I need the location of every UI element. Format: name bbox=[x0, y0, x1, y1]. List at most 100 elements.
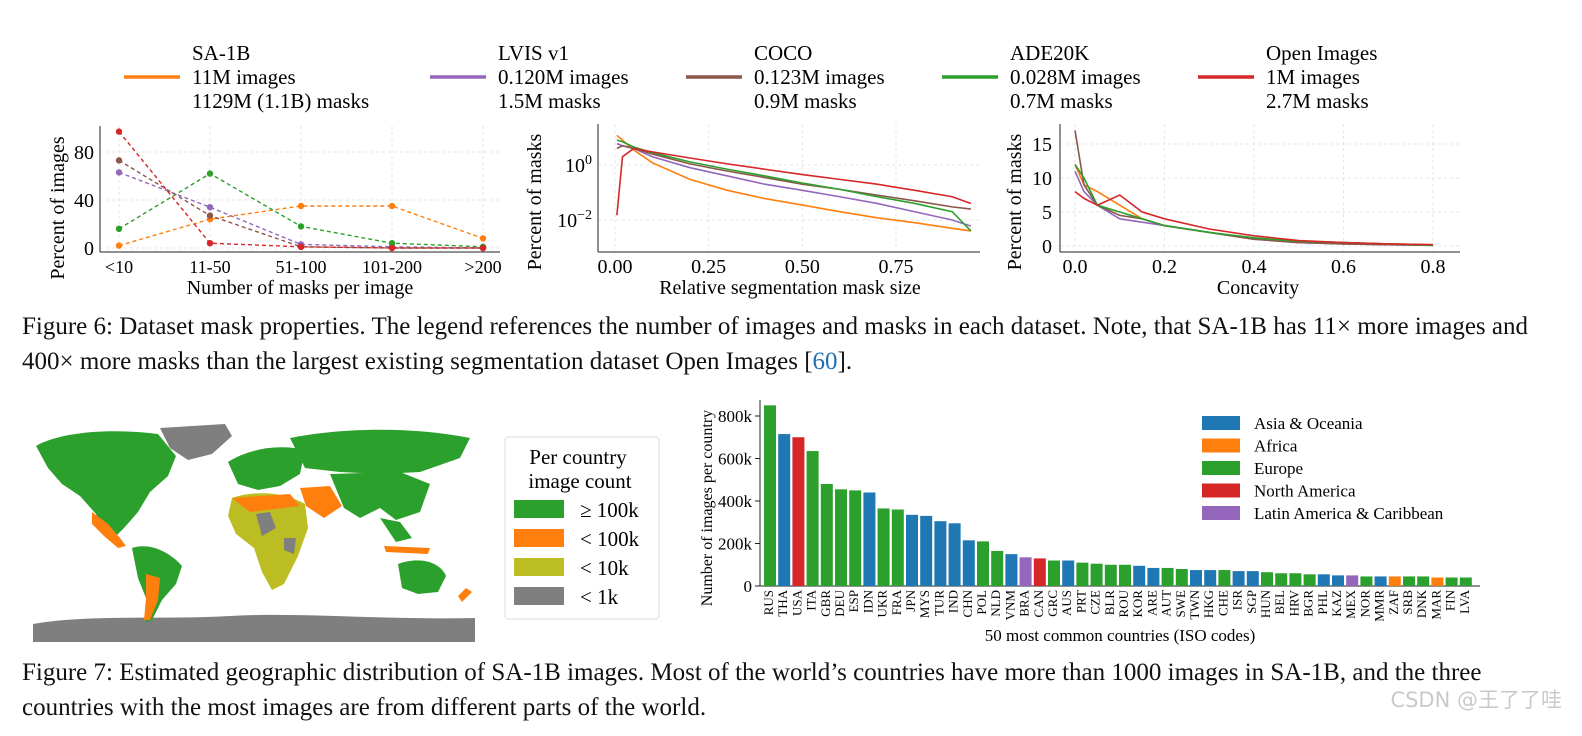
map-south-america-orange bbox=[144, 574, 160, 620]
bar-LVA bbox=[1459, 577, 1472, 586]
xtick-label: <10 bbox=[105, 257, 133, 277]
bar-BEL bbox=[1275, 573, 1288, 586]
bar-POL bbox=[977, 541, 989, 586]
bar-FIN bbox=[1445, 577, 1458, 586]
xtick-label: SGP bbox=[1244, 590, 1259, 614]
legend-name-3: ADE20K bbox=[1010, 41, 1089, 65]
x-axis-label: Relative segmentation mask size bbox=[659, 277, 921, 299]
y-axis-label: Percent of images bbox=[47, 136, 69, 279]
data-point bbox=[479, 244, 487, 252]
series-line-1 bbox=[616, 142, 972, 227]
bar-TUR bbox=[934, 521, 947, 586]
bar-PRT bbox=[1076, 562, 1089, 586]
map-north-america bbox=[36, 431, 176, 538]
ytick-label: 15 bbox=[1032, 134, 1052, 156]
xtick-label: MMR bbox=[1372, 590, 1387, 622]
map-legend-swatch-0 bbox=[514, 500, 564, 518]
bar-FRA bbox=[891, 509, 904, 586]
ytick-label: 400k bbox=[718, 492, 753, 511]
series-line-2 bbox=[118, 159, 483, 249]
xtick-label: CHE bbox=[1215, 590, 1230, 616]
bar-ISR bbox=[1232, 571, 1245, 586]
xtick-label: BLR bbox=[1102, 590, 1117, 616]
data-point bbox=[206, 170, 214, 177]
xtick-label: RUS bbox=[761, 590, 776, 615]
data-point bbox=[206, 240, 214, 247]
legend-masks-2: 0.9M masks bbox=[754, 89, 857, 113]
map-legend-label-1: < 100k bbox=[580, 527, 640, 551]
data-point bbox=[115, 128, 123, 135]
bar-legend-swatch-0 bbox=[1202, 416, 1240, 430]
ytick-label: 40 bbox=[74, 190, 94, 212]
legend-masks-0: 1129M (1.1B) masks bbox=[192, 89, 369, 113]
map-legend-title-1: Per country bbox=[529, 445, 627, 469]
xtick-label: NOR bbox=[1357, 590, 1372, 618]
bar-SRB bbox=[1403, 576, 1415, 586]
series-line-1 bbox=[118, 171, 484, 249]
ytick-label: 100 bbox=[565, 153, 592, 177]
xtick-label: HRV bbox=[1286, 589, 1301, 616]
xtick-label: USA bbox=[789, 589, 804, 616]
y-axis-label: Number of images per country bbox=[699, 410, 716, 606]
map-greenland bbox=[160, 424, 232, 460]
data-point bbox=[297, 223, 305, 230]
xtick-label: LVA bbox=[1457, 589, 1472, 613]
bar-legend-label-4: Latin America & Caribbean bbox=[1254, 504, 1444, 523]
map-antarctica bbox=[33, 614, 475, 642]
watermark: CSDN @王了了哇 bbox=[1390, 688, 1562, 712]
xtick-label: TUR bbox=[931, 590, 946, 616]
xtick-label: DNK bbox=[1414, 589, 1429, 618]
xtick-label: NLD bbox=[988, 590, 1003, 617]
xtick-label: POL bbox=[974, 590, 989, 615]
map-asia bbox=[330, 472, 430, 520]
xtick-label: VNM bbox=[1002, 590, 1017, 621]
bar-DNK bbox=[1417, 576, 1430, 586]
country-bar-chart: 0 200k 400k 600k 800k RUS THA USA ITA GBR DEU ESP ID… bbox=[699, 400, 1480, 645]
series-line-0 bbox=[616, 134, 972, 232]
xtick-label: BRA bbox=[1017, 589, 1032, 616]
world-map bbox=[33, 424, 475, 642]
data-point bbox=[206, 212, 214, 219]
citation-link[interactable]: 60 bbox=[812, 348, 838, 375]
map-south-east-asia bbox=[380, 518, 412, 542]
bar-UKR bbox=[877, 508, 890, 586]
xtick-label: ARE bbox=[1144, 590, 1159, 616]
bar-ROU bbox=[1119, 564, 1131, 586]
map-russia bbox=[290, 429, 470, 474]
map-australia bbox=[398, 560, 446, 594]
xtick-label: 0.0 bbox=[1063, 256, 1088, 278]
xtick-label: ESP bbox=[846, 590, 861, 612]
data-point bbox=[206, 204, 214, 211]
map-legend-swatch-2 bbox=[514, 558, 564, 576]
xtick-label: 51-100 bbox=[276, 257, 327, 277]
bar-JPN bbox=[906, 514, 918, 586]
bar-ESP bbox=[849, 490, 862, 586]
xtick-label: 101-200 bbox=[362, 257, 422, 277]
bar-CHE bbox=[1218, 570, 1231, 586]
data-point bbox=[297, 202, 305, 210]
map-africa bbox=[228, 493, 308, 590]
bar-HRV bbox=[1289, 573, 1302, 586]
map-legend-title-2: image count bbox=[528, 469, 631, 493]
bar-HUN bbox=[1261, 572, 1273, 586]
bar-legend-swatch-4 bbox=[1202, 506, 1240, 520]
data-point bbox=[388, 244, 396, 252]
bar-HKG bbox=[1204, 570, 1217, 586]
xtick-label: DEU bbox=[832, 589, 847, 616]
xtick-label: CAN bbox=[1031, 589, 1046, 617]
map-north-africa bbox=[232, 494, 300, 512]
figure-7-caption: Figure 7: Estimated geographic distribut… bbox=[22, 655, 1562, 725]
bar-CAN bbox=[1033, 558, 1046, 586]
bar-legend-label-1: Africa bbox=[1254, 437, 1298, 456]
bar-legend-label-2: Europe bbox=[1254, 459, 1303, 478]
bar-GBR bbox=[820, 484, 833, 586]
bar-legend-swatch-2 bbox=[1202, 461, 1240, 475]
figure-6-caption: Figure 6: Dataset mask properties. The l… bbox=[22, 309, 1562, 379]
bar-CHN bbox=[962, 540, 975, 586]
xtick-label: FIN bbox=[1443, 589, 1458, 611]
xtick-label: IDN bbox=[860, 589, 875, 613]
bar-NOR bbox=[1360, 576, 1373, 586]
bar-legend-swatch-3 bbox=[1202, 483, 1240, 498]
x-axis-label: Concavity bbox=[1217, 277, 1299, 299]
